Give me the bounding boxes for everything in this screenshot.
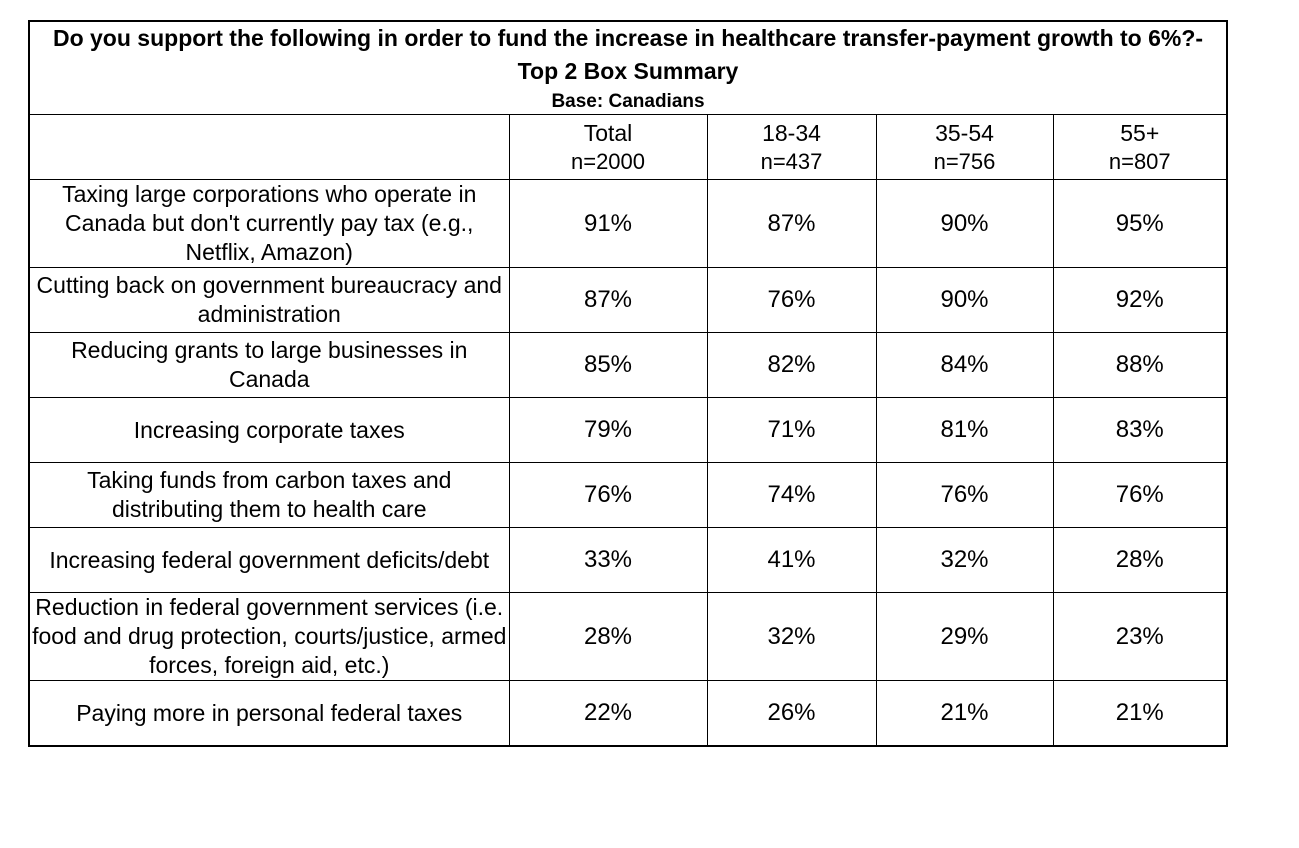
value-cell: 87% <box>508 267 708 333</box>
table-base-label: Base: Canadians <box>551 91 705 112</box>
value-cell: 23% <box>1052 592 1228 681</box>
row-label: Increasing federal government deficits/d… <box>28 527 510 593</box>
row-label: Increasing corporate taxes <box>28 397 510 463</box>
value-cell: 76% <box>706 267 877 333</box>
row-label: Reducing grants to large businesses in C… <box>28 332 510 398</box>
row-label: Cutting back on government bureaucracy a… <box>28 267 510 333</box>
column-group-label: 35-54 <box>935 120 994 146</box>
row-label: Paying more in personal federal taxes <box>28 680 510 747</box>
title-cell: Do you support the following in order to… <box>28 20 1228 115</box>
value-cell: 79% <box>508 397 708 463</box>
value-cell: 21% <box>1052 680 1228 747</box>
value-cell: 71% <box>706 397 877 463</box>
value-cell: 28% <box>508 592 708 681</box>
value-cell: 87% <box>706 179 877 268</box>
column-sample-size: n=807 <box>1108 149 1171 174</box>
value-cell: 85% <box>508 332 708 398</box>
table-row: Taxing large corporations who operate in… <box>28 179 1228 268</box>
column-sample-size: n=2000 <box>570 149 646 174</box>
table-body: Taxing large corporations who operate in… <box>28 179 1228 747</box>
value-cell: 81% <box>875 397 1054 463</box>
column-group-label: Total <box>583 120 633 146</box>
value-cell: 41% <box>706 527 877 593</box>
title-row: Do you support the following in order to… <box>28 20 1228 115</box>
column-group-label: 18-34 <box>762 120 821 146</box>
row-label: Taxing large corporations who operate in… <box>28 179 510 268</box>
value-cell: 82% <box>706 332 877 398</box>
table-row: Increasing corporate taxes 79% 71% 81% 83% <box>28 397 1228 463</box>
value-cell: 91% <box>508 179 708 268</box>
row-label: Taking funds from carbon taxes and distr… <box>28 462 510 528</box>
column-sample-size: n=437 <box>760 149 823 174</box>
value-cell: 90% <box>875 179 1054 268</box>
column-header: 55+ n=807 <box>1052 114 1228 180</box>
row-label-header-blank <box>28 114 510 180</box>
value-cell: 92% <box>1052 267 1228 333</box>
value-cell: 74% <box>706 462 877 528</box>
value-cell: 88% <box>1052 332 1228 398</box>
value-cell: 22% <box>508 680 708 747</box>
row-label: Reduction in federal government services… <box>28 592 510 681</box>
table-row: Increasing federal government deficits/d… <box>28 527 1228 593</box>
survey-results-table: Do you support the following in order to… <box>28 20 1229 747</box>
table-row: Paying more in personal federal taxes 22%… <box>28 680 1228 747</box>
value-cell: 26% <box>706 680 877 747</box>
column-header: 35-54 n=756 <box>875 114 1054 180</box>
header-row: Total n=2000 18-34 n=437 35-54 n=756 55+ n=807 <box>28 114 1228 180</box>
column-header: 18-34 n=437 <box>706 114 877 180</box>
table-title: Do you support the following in order to… <box>52 25 1204 84</box>
column-header: Total n=2000 <box>508 114 708 180</box>
value-cell: 76% <box>1052 462 1228 528</box>
value-cell: 33% <box>508 527 708 593</box>
value-cell: 32% <box>706 592 877 681</box>
value-cell: 29% <box>875 592 1054 681</box>
table-row: Taking funds from carbon taxes and distr… <box>28 462 1228 528</box>
table-row: Reducing grants to large businesses in C… <box>28 332 1228 398</box>
table-row: Reduction in federal government services… <box>28 592 1228 681</box>
value-cell: 32% <box>875 527 1054 593</box>
value-cell: 76% <box>508 462 708 528</box>
value-cell: 28% <box>1052 527 1228 593</box>
value-cell: 83% <box>1052 397 1228 463</box>
value-cell: 84% <box>875 332 1054 398</box>
value-cell: 90% <box>875 267 1054 333</box>
value-cell: 76% <box>875 462 1054 528</box>
column-group-label: 55+ <box>1120 120 1160 146</box>
table-row: Cutting back on government bureaucracy a… <box>28 267 1228 333</box>
value-cell: 21% <box>875 680 1054 747</box>
column-sample-size: n=756 <box>933 149 996 174</box>
value-cell: 95% <box>1052 179 1228 268</box>
